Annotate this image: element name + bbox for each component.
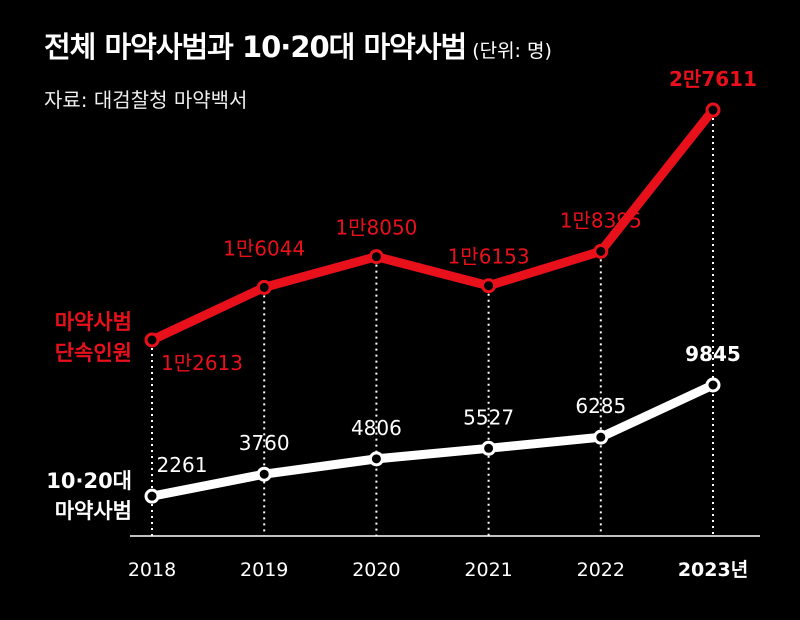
red-series: 1만2613 1만6044 1만8050 1만6153 1만8395 2만7611 [144, 67, 757, 375]
series-line [147, 105, 718, 345]
data-point [593, 429, 609, 445]
red-series-name-line2: 단속인원 [55, 341, 132, 365]
data-label: 1만8395 [560, 208, 642, 232]
data-label: 1만6153 [448, 245, 530, 269]
chart-title: 전체 마약사범과 10·20대 마약사범 (단위: 명) [44, 24, 552, 66]
source-label: 자료: 대검찰청 마약백서 [44, 88, 248, 112]
data-point [144, 488, 160, 504]
data-point [593, 243, 609, 259]
x-tick-label: 2020 [352, 559, 400, 581]
x-tick-label: 2019 [240, 559, 288, 581]
chart-title-text: 전체 마약사범과 10·20대 마약사범 [44, 30, 467, 64]
x-tick-label: 2018 [128, 559, 176, 581]
data-label: 9845 [685, 342, 741, 366]
data-point [481, 278, 497, 294]
white-series: 2261 3760 4806 5527 6285 9845 [144, 342, 741, 504]
data-label: 5527 [463, 405, 514, 429]
data-label: 1만6044 [223, 236, 305, 260]
data-point [368, 451, 384, 467]
data-point [256, 279, 272, 295]
red-series-name-line1: 마약사범 [55, 310, 132, 334]
data-point [144, 332, 160, 348]
data-label: 2261 [157, 453, 208, 477]
data-label: 6285 [575, 394, 626, 418]
series-line [147, 380, 718, 501]
x-tick-labels: 2018 2019 2020 2021 2022 2023년 [128, 559, 748, 581]
data-label: 1만2613 [161, 351, 243, 375]
data-label: 3760 [239, 431, 290, 455]
data-label: 4806 [351, 416, 402, 440]
white-series-name-line1: 10·20대 [46, 469, 132, 493]
x-tick-label: 2022 [577, 559, 625, 581]
guide-lines [151, 118, 714, 536]
x-tick-label: 2023년 [678, 559, 748, 581]
data-label: 2만7611 [669, 67, 757, 91]
data-point [481, 440, 497, 456]
data-point [256, 466, 272, 482]
unit-label: (단위: 명) [472, 40, 552, 62]
data-point [368, 249, 384, 265]
data-point [705, 102, 721, 118]
white-series-name-line2: 마약사범 [55, 499, 132, 523]
x-tick-label: 2021 [464, 559, 512, 581]
data-point [705, 377, 721, 393]
data-label: 1만8050 [335, 216, 417, 240]
